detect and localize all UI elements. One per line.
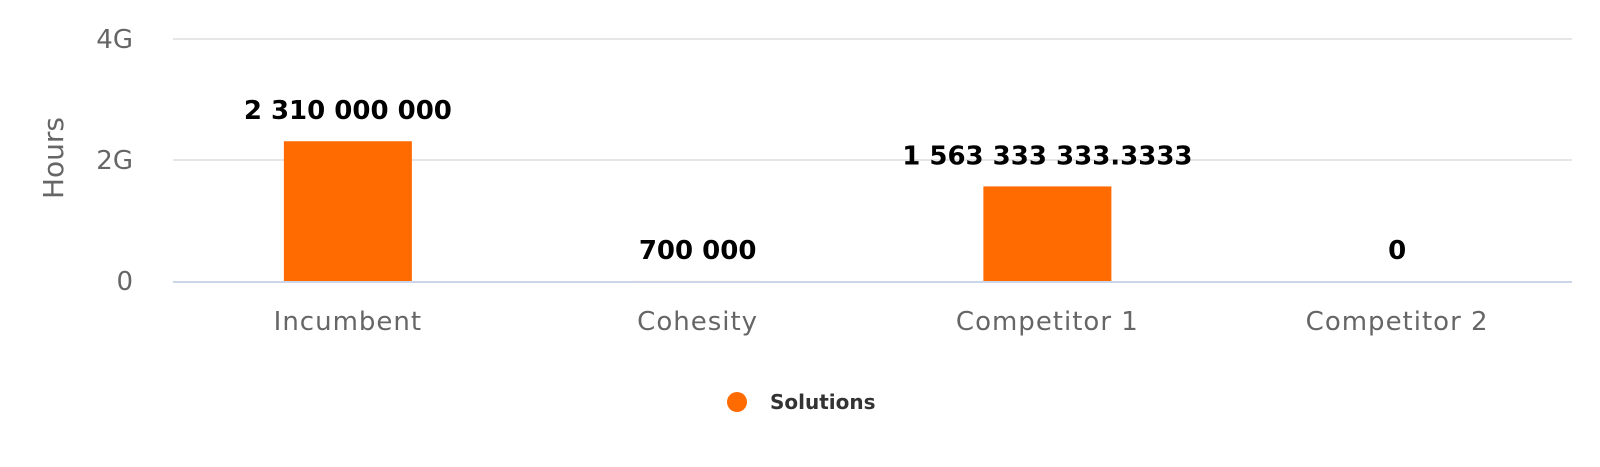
data-label: 0: [1388, 236, 1406, 266]
x-category-label: Competitor 2: [1306, 307, 1489, 337]
bars: [283, 141, 1112, 281]
y-tick-label: 0: [116, 267, 133, 297]
data-label: 700 000: [639, 236, 757, 266]
bar: [983, 186, 1112, 281]
legend-item-solutions[interactable]: Solutions: [770, 390, 876, 414]
x-category-label: Incumbent: [274, 307, 422, 337]
x-axis-categories: Incumbent Cohesity Competitor 1 Competitor …: [274, 307, 1489, 337]
y-axis-ticks: 0 2G 4G: [96, 25, 133, 297]
data-labels: 2 310 000 000 700 000 1 563 333 333.3333 0: [244, 96, 1406, 266]
x-category-label: Competitor 1: [956, 307, 1139, 337]
x-category-label: Cohesity: [637, 307, 758, 337]
data-label: 2 310 000 000: [244, 96, 452, 126]
legend-swatch-icon: [727, 392, 747, 412]
y-tick-label: 2G: [96, 146, 133, 176]
data-label: 1 563 333 333.3333: [902, 141, 1192, 171]
legend[interactable]: Solutions: [727, 390, 876, 414]
bar: [283, 141, 412, 281]
y-tick-label: 4G: [96, 25, 133, 55]
y-axis-title: Hours: [37, 117, 70, 199]
